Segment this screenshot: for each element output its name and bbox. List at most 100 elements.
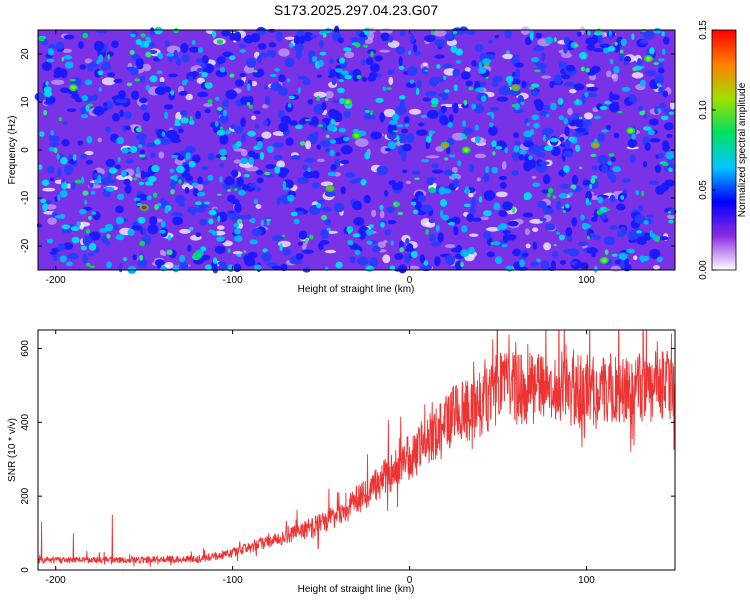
heatmap-cell [324,147,331,153]
heatmap-cell [53,73,61,79]
heatmap-cell [576,98,579,105]
heatmap-cell [505,234,517,241]
heatmap-cell [240,148,248,157]
heatmap-cell [363,195,371,204]
heatmap-cell [545,36,553,45]
heatmap-cell [658,67,665,74]
heatmap-cell [414,177,420,180]
heatmap-cell [423,260,429,266]
heatmap-cell [84,150,94,156]
heatmap-cell [452,68,460,77]
heatmap-cell [82,253,88,264]
heatmap-cell [352,233,361,238]
heatmap-cell [389,119,399,125]
heatmap-cell [668,111,675,115]
heatmap-cell [86,136,93,144]
heatmap-cell [563,248,575,255]
heatmap-x-tick-label: 0 [407,275,413,286]
heatmap-cell [187,206,199,214]
heatmap-cell [246,101,251,106]
heatmap-cell [395,46,406,55]
heatmap-cell [228,55,236,61]
heatmap-cell [657,108,661,113]
heatmap-cell [342,136,350,142]
heatmap-cell [159,249,165,256]
heatmap-cell [63,34,75,40]
heatmap-cell [293,218,300,225]
heatmap-cell [319,51,327,56]
heatmap-cell [465,186,469,195]
heatmap-cell [365,265,375,272]
heatmap-cell [621,86,631,92]
heatmap-cell [264,95,271,106]
heatmap-cell [115,98,128,104]
heatmap-cell [355,138,369,147]
heatmap-cell [80,153,88,159]
heatmap-cell [480,216,489,221]
heatmap-cell [638,205,644,212]
heatmap-cell [196,191,206,197]
heatmap-cell [105,159,116,167]
heatmap-cell [88,242,97,251]
heatmap-cell [398,65,405,71]
heatmap-cell [170,138,182,144]
heatmap-cell [601,164,608,174]
heatmap-cell [641,190,644,197]
heatmap-cell [491,140,497,148]
heatmap-cell [483,190,496,201]
heatmap-cell [285,182,291,189]
heatmap-cell [329,139,337,144]
heatmap-cell [236,176,244,187]
heatmap-cell [493,202,501,211]
heatmap-cell [528,155,533,161]
heatmap-cell [324,249,337,254]
heatmap-cell [667,211,672,214]
heatmap-cell [568,192,573,197]
heatmap-cell [374,55,383,62]
heatmap-cell [233,159,243,164]
heatmap-cell [405,237,410,244]
heatmap-cell [495,191,508,198]
heatmap-cell [522,253,529,258]
heatmap-y-tick-label: -20 [20,238,31,253]
heatmap-cell [449,154,456,158]
heatmap-y-tick-label: -10 [20,190,31,205]
heatmap-cell [562,210,567,214]
heatmap-cell [668,167,673,173]
heatmap-cell [447,121,454,128]
heatmap-cell [107,54,111,60]
heatmap-cell [520,26,531,36]
heatmap-cell [154,86,166,96]
heatmap-cell [70,226,80,232]
heatmap-cell [256,26,267,36]
heatmap-cell [494,34,500,39]
heatmap-cell [539,217,547,222]
heatmap-cell [409,79,415,84]
heatmap-cell [613,66,620,74]
heatmap-cell [50,79,65,85]
heatmap-cell [662,142,670,152]
heatmap-cell [644,142,651,151]
heatmap-cell [46,58,55,63]
heatmap-cell [216,56,226,64]
heatmap-cell [532,241,538,250]
heatmap-cell [488,125,498,136]
heatmap-cell [338,57,346,64]
heatmap-cell [227,189,232,192]
heatmap-cell [437,232,444,243]
heatmap-cell [492,75,503,83]
heatmap-cell [570,184,577,189]
heatmap-cell [115,205,124,214]
heatmap-cell [658,152,665,159]
heatmap-cell [665,151,675,160]
heatmap-cell [654,106,660,115]
heatmap-cell [199,218,207,226]
heatmap-cell [336,87,345,94]
heatmap-cell [96,59,100,65]
heatmap-cell [659,103,667,109]
heatmap-cell [536,258,541,263]
heatmap-cell [234,235,243,242]
heatmap-cell [266,218,271,222]
heatmap-cell [556,231,560,235]
snr-series-line [38,330,675,567]
